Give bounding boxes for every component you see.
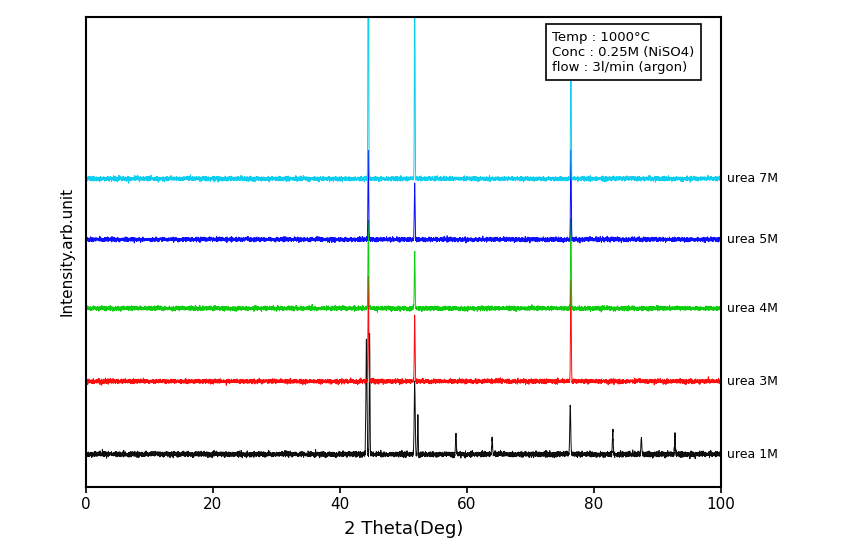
Text: urea 4M: urea 4M — [727, 302, 778, 315]
Text: urea 3M: urea 3M — [727, 375, 778, 388]
Y-axis label: Intensity.arb.unit: Intensity.arb.unit — [60, 187, 75, 316]
Text: urea 7M: urea 7M — [727, 172, 778, 185]
Text: urea 1M: urea 1M — [727, 448, 778, 461]
X-axis label: 2 Theta(Deg): 2 Theta(Deg) — [343, 520, 463, 539]
Text: Temp : 1000°C
Conc : 0.25M (NiSO4)
flow : 3l/min (argon): Temp : 1000°C Conc : 0.25M (NiSO4) flow … — [553, 31, 695, 74]
Text: urea 5M: urea 5M — [727, 233, 778, 246]
